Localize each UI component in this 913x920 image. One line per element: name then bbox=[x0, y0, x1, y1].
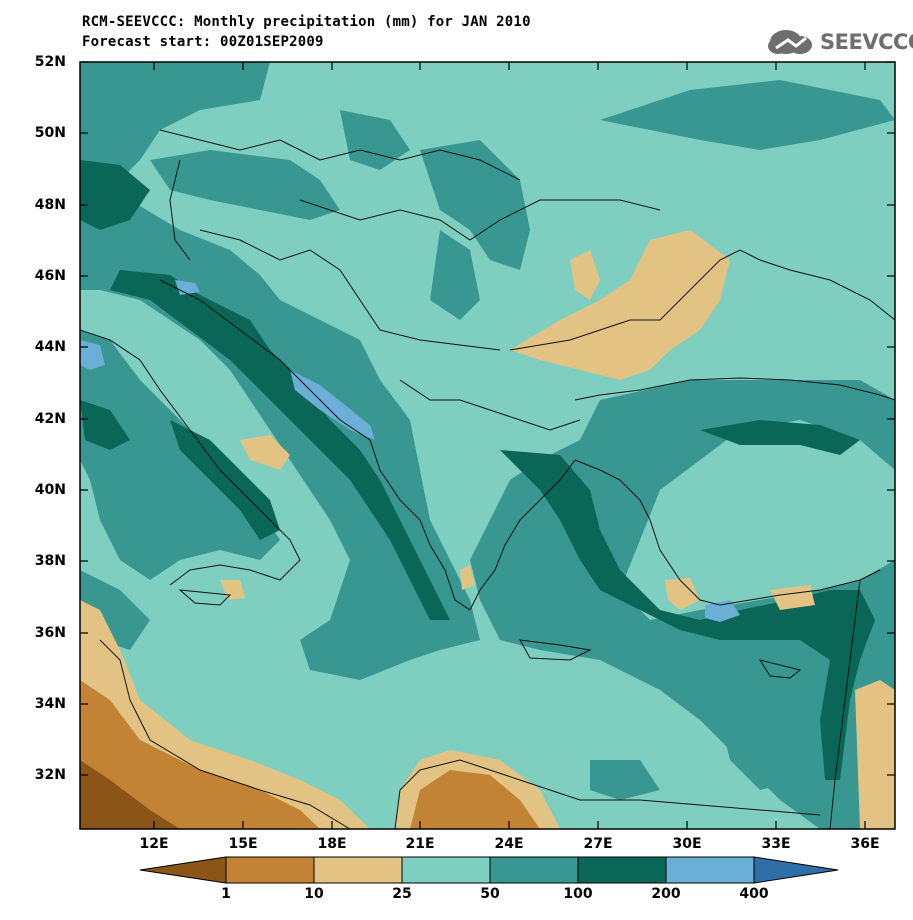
lon-label: 30E bbox=[672, 836, 702, 852]
field-200-400 bbox=[80, 280, 740, 622]
cloud-logo-icon bbox=[768, 30, 812, 54]
lat-label: 38N bbox=[34, 553, 66, 569]
lon-label: 24E bbox=[494, 836, 524, 852]
colorbar-label: 10 bbox=[304, 886, 324, 902]
forecast-start-label: Forecast start: 00Z01SEP2009 bbox=[82, 34, 324, 50]
lat-label: 44N bbox=[34, 339, 66, 355]
lat-label: 36N bbox=[34, 625, 66, 641]
field-below-1 bbox=[80, 760, 180, 829]
colorbar-bin-10-25 bbox=[313, 856, 403, 884]
map-frame bbox=[79, 61, 896, 830]
colorbar bbox=[139, 856, 839, 884]
colorbar-label: 25 bbox=[392, 886, 412, 902]
colorbar-bin-200-400 bbox=[665, 856, 755, 884]
logo-text: SEEVCCC bbox=[820, 30, 913, 54]
lon-label: 27E bbox=[583, 836, 613, 852]
lat-label: 46N bbox=[34, 268, 66, 284]
axis-ticks bbox=[80, 61, 895, 829]
lon-label: 12E bbox=[139, 836, 169, 852]
coastlines-borders bbox=[80, 129, 895, 829]
lon-label: 33E bbox=[761, 836, 791, 852]
map-title: RCM-SEEVCCC: Monthly precipitation (mm) … bbox=[82, 14, 531, 30]
colorbar-label: 1 bbox=[221, 886, 231, 902]
colorbar-bin-100-200 bbox=[577, 856, 667, 884]
colorbar-bin-25-50 bbox=[401, 856, 491, 884]
colorbar-label: 100 bbox=[563, 886, 593, 902]
field-1-10 bbox=[80, 680, 540, 829]
colorbar-bin-above-400 bbox=[753, 856, 839, 884]
lon-label: 15E bbox=[228, 836, 258, 852]
lat-label: 34N bbox=[34, 696, 66, 712]
colorbar-bin-below-1 bbox=[139, 856, 227, 884]
lon-label: 21E bbox=[405, 836, 435, 852]
colorbar-label: 400 bbox=[739, 886, 769, 902]
lat-label: 40N bbox=[34, 482, 66, 498]
lat-label: 52N bbox=[34, 54, 66, 70]
lat-label: 42N bbox=[34, 411, 66, 427]
map-field bbox=[80, 62, 895, 829]
colorbar-bin-50-100 bbox=[489, 856, 579, 884]
colorbar-label: 200 bbox=[651, 886, 681, 902]
lat-label: 48N bbox=[34, 197, 66, 213]
field-100-200 bbox=[80, 160, 875, 780]
lat-label: 32N bbox=[34, 767, 66, 783]
lon-label: 18E bbox=[317, 836, 347, 852]
colorbar-bin-1-10 bbox=[225, 856, 315, 884]
lon-label: 36E bbox=[850, 836, 880, 852]
lat-label: 50N bbox=[34, 125, 66, 141]
colorbar-label: 50 bbox=[480, 886, 500, 902]
